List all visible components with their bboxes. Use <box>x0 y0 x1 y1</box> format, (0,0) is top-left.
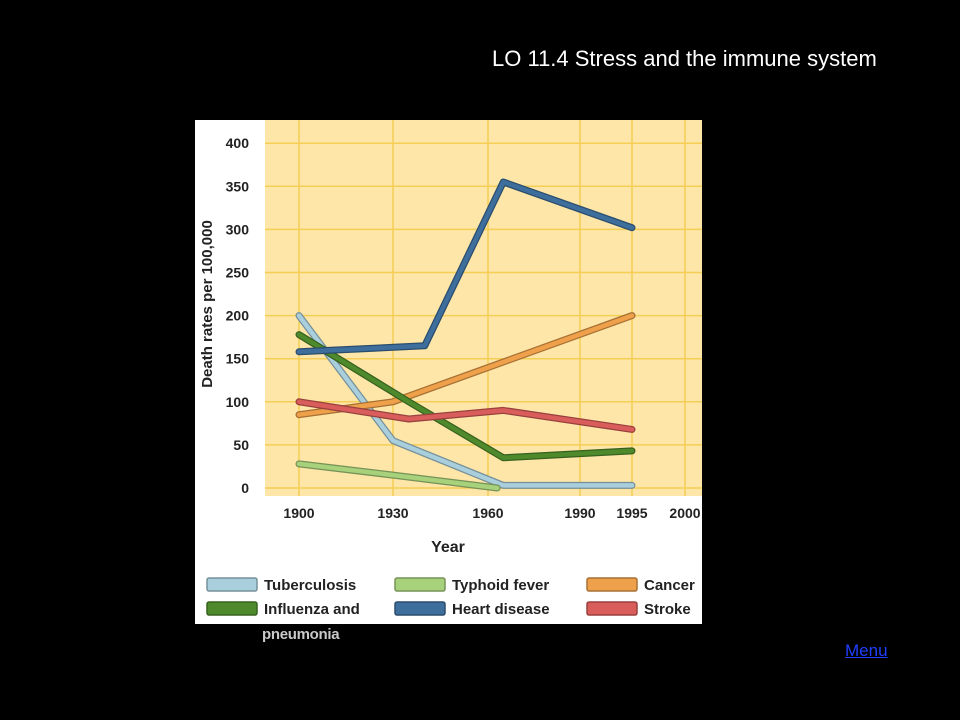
legend-label: Stroke <box>644 601 691 618</box>
menu-link[interactable]: Menu <box>845 641 888 660</box>
slide-title: LO 11.4 Stress and the immune system <box>492 46 877 71</box>
legend-swatch <box>586 601 638 616</box>
line-chart: 0 50 100 150 200 250 300 350 400 1900 1930 1960 1990… <box>199 120 702 618</box>
x-tick-label: 2000 <box>669 505 700 521</box>
y-tick-label: 100 <box>226 394 250 410</box>
y-tick-label: 0 <box>241 480 249 496</box>
legend-swatch <box>394 601 446 616</box>
x-axis-label: Year <box>431 539 465 556</box>
series-line-tuberculosis <box>296 313 635 488</box>
y-tick-label: 250 <box>226 265 250 281</box>
series-line-typhoid-fever <box>296 461 500 491</box>
y-axis-label: Death rates per 100,000 <box>199 220 216 388</box>
y-tick-label: 200 <box>226 308 250 324</box>
series-line-heart-disease <box>296 179 635 355</box>
legend-label: Tuberculosis <box>264 577 356 594</box>
legend-overflow-text: pneumonia <box>262 626 340 643</box>
x-tick-label: 1995 <box>616 505 647 521</box>
x-tick-label: 1900 <box>283 505 314 521</box>
series-line-influenza-and-pneumonia <box>296 332 635 461</box>
x-tick-label: 1960 <box>472 505 503 521</box>
chart-figure: 0 50 100 150 200 250 300 350 400 1900 1930 1960 1990… <box>195 120 702 624</box>
plot-background <box>265 120 702 496</box>
legend-label: Typhoid fever <box>452 577 549 594</box>
legend-swatch <box>206 601 258 616</box>
legend-swatch <box>206 577 258 592</box>
y-tick-label: 350 <box>226 178 250 194</box>
y-tick-label: 400 <box>226 135 250 151</box>
series-line-cancer <box>296 313 635 417</box>
y-tick-label: 300 <box>226 221 250 237</box>
legend-swatch <box>394 577 446 592</box>
x-tick-label: 1990 <box>564 505 595 521</box>
x-tick-label: 1930 <box>377 505 408 521</box>
series-line-stroke <box>296 399 635 432</box>
legend-label: Heart disease <box>452 601 550 618</box>
y-tick-label: 50 <box>233 437 249 453</box>
legend-label: Cancer <box>644 577 695 594</box>
y-tick-label: 150 <box>226 351 250 367</box>
legend-label: Influenza and <box>264 601 360 618</box>
legend-swatch <box>586 577 638 592</box>
